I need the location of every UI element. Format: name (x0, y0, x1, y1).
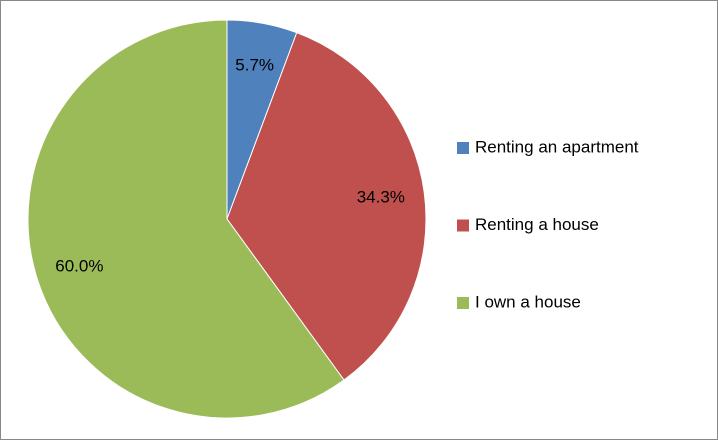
legend-swatch (457, 297, 469, 309)
legend-label: Renting a house (475, 215, 599, 234)
pie-slice (226, 31, 427, 381)
data-label: 5.7% (235, 56, 274, 75)
legend-swatch (457, 142, 469, 154)
legend-label: Renting an apartment (475, 137, 639, 156)
pie-slice (27, 19, 345, 419)
data-label: 60.0% (55, 256, 103, 275)
data-label: 34.3% (357, 188, 405, 207)
legend-swatch (457, 219, 469, 232)
legend-label: I own a house (475, 292, 581, 311)
